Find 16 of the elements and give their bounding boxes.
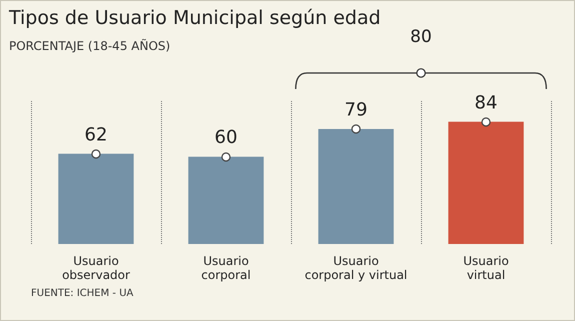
x-tick-label: Usuario corporal (201, 254, 251, 282)
chart-subtitle: PORCENTAJE (18-45 AÑOS) (9, 39, 170, 53)
data-label: 79 (344, 100, 368, 121)
bar (448, 122, 524, 244)
x-tick-label: Usuario virtual (463, 254, 509, 282)
bar (188, 156, 264, 244)
source-note: FUENTE: ICHEM - UA (31, 288, 134, 299)
data-label: 60 (214, 127, 238, 148)
chart-title: Tipos de Usuario Municipal según edad (9, 7, 381, 29)
bar (58, 154, 134, 244)
text: 80 (410, 27, 432, 47)
data-label: 62 (84, 124, 108, 146)
bar (318, 129, 394, 244)
x-tick-label: Usuario corporal y virtual (304, 254, 408, 282)
x-tick-label: Usuario observador (62, 254, 130, 282)
data-label: 84 (474, 92, 498, 114)
